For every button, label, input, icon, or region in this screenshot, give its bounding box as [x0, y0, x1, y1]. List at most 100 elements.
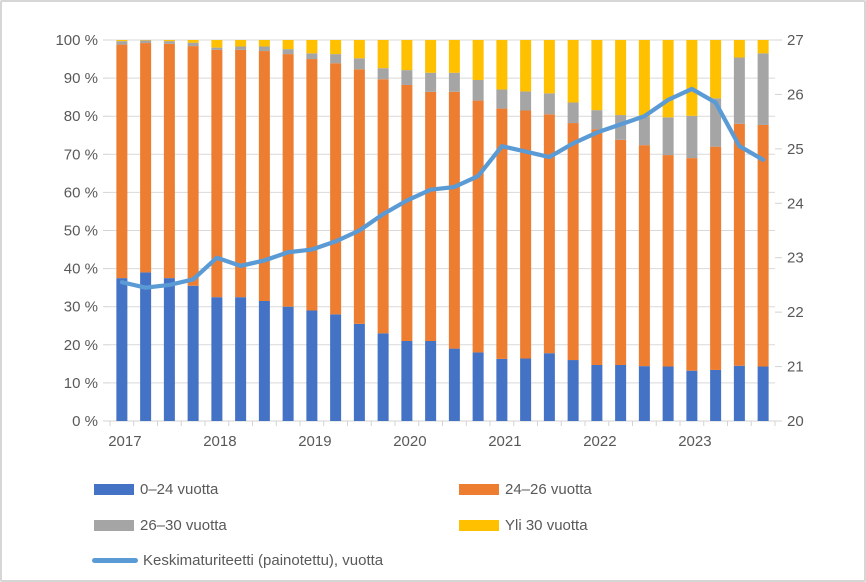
- bar-segment: [187, 42, 199, 47]
- bar-segment: [638, 116, 650, 146]
- bar-segment: [116, 41, 128, 45]
- bar-segment: [733, 365, 745, 421]
- bar-segment: [710, 40, 722, 99]
- bar-segment: [211, 49, 223, 298]
- left-axis-label: 0 %: [72, 413, 98, 430]
- bar-segment: [282, 306, 294, 421]
- bar-segment: [211, 297, 223, 421]
- legend-label-keskimaturiteetti: Keskimaturiteetti (painotettu), vuotta: [143, 551, 384, 569]
- bar-segment: [258, 40, 270, 47]
- left-axis-label: 60 %: [64, 184, 98, 201]
- bar-segment: [140, 43, 152, 273]
- bar-segment: [306, 53, 318, 60]
- bar-segment: [187, 285, 199, 421]
- left-axis-label: 90 %: [64, 70, 98, 87]
- bar-segment: [472, 100, 484, 353]
- x-axis-year-label: 2021: [488, 433, 521, 450]
- bar-segment: [591, 40, 603, 111]
- bar-segment: [401, 340, 413, 421]
- bar-segment: [163, 41, 175, 44]
- bar-segment: [615, 40, 627, 116]
- bar-segment: [187, 46, 199, 286]
- bar-segment: [520, 40, 532, 92]
- bar-segment: [448, 348, 460, 421]
- right-axis-label: 23: [787, 250, 804, 267]
- bar-segment: [353, 40, 365, 59]
- left-axis-label: 40 %: [64, 261, 98, 278]
- bar-segment: [401, 40, 413, 71]
- right-axis-label: 25: [787, 141, 804, 158]
- bar-segment: [425, 40, 437, 73]
- bar-segment: [377, 333, 389, 421]
- bar-segment: [591, 129, 603, 365]
- bar-segment: [638, 145, 650, 367]
- bar-segment: [330, 54, 342, 64]
- left-axis-label: 30 %: [64, 299, 98, 316]
- legend-swatch-keskimaturiteetti: [92, 557, 138, 563]
- bar-segment: [686, 115, 698, 159]
- bar-segment: [377, 79, 389, 334]
- bar-segment: [235, 297, 247, 421]
- bar-segment: [638, 366, 650, 421]
- bar-segment: [282, 40, 294, 50]
- right-axis-label: 22: [787, 304, 804, 321]
- bar-segment: [662, 366, 674, 421]
- legend-swatch-yli-30: [459, 519, 499, 531]
- bar-segment: [567, 102, 579, 124]
- bar-segment: [401, 84, 413, 341]
- bar-segment: [353, 323, 365, 421]
- bar-segment: [543, 93, 555, 115]
- right-axis-label: 27: [787, 32, 804, 49]
- gridlines: [110, 39, 775, 384]
- bar-segment: [330, 314, 342, 421]
- legend-label-26-30: 26–30 vuotta: [140, 516, 227, 534]
- left-axis-label: 80 %: [64, 108, 98, 125]
- bar-segment: [543, 353, 555, 421]
- legend-swatch-24-26: [459, 483, 499, 495]
- bar-segment: [116, 278, 128, 421]
- bar-segment: [235, 40, 247, 47]
- legend-swatch-0-24: [94, 483, 134, 495]
- bar-segment: [733, 123, 745, 366]
- x-axis-year-label: 2018: [203, 433, 236, 450]
- bar-segment: [353, 69, 365, 324]
- bar-segment: [496, 108, 508, 359]
- bar-segment: [187, 40, 199, 43]
- bar-segment: [733, 57, 745, 124]
- bar-segment: [733, 40, 745, 58]
- left-axis-label: 50 %: [64, 223, 98, 240]
- legend-item-26-30: 26–30 vuotta: [94, 516, 227, 534]
- bar-segment: [710, 146, 722, 370]
- bar-segment: [282, 54, 294, 307]
- bar-segment: [591, 110, 603, 130]
- bar-segment: [425, 340, 437, 421]
- bar-segment: [615, 364, 627, 421]
- bar-segment: [496, 40, 508, 90]
- bar-segment: [757, 366, 769, 421]
- bar-segment: [472, 80, 484, 101]
- bar-segment: [282, 49, 294, 55]
- legend-label-0-24: 0–24 vuotta: [140, 480, 219, 498]
- bar-segment: [258, 300, 270, 421]
- legend-item-keskimaturiteetti: Keskimaturiteetti (painotettu), vuotta: [92, 551, 384, 569]
- bar-segment: [425, 72, 437, 92]
- bar-segment: [235, 46, 247, 50]
- bar-segment: [211, 40, 223, 48]
- bar-segment: [615, 139, 627, 365]
- right-axis-label: 20: [787, 413, 804, 430]
- bar-segment: [520, 110, 532, 359]
- bar-segment: [116, 40, 128, 42]
- x-axis-year-label: 2022: [583, 433, 616, 450]
- axis-labels: 0 % 10 % 20 % 30 % 40 % 50 % 60 % 70 % 80 % 90 % 1…: [55, 32, 803, 450]
- bar-segment: [520, 91, 532, 111]
- bar-segment: [425, 91, 437, 341]
- bar-segment: [448, 91, 460, 349]
- bar-segment: [686, 40, 698, 116]
- bar-segment: [757, 53, 769, 125]
- stacked-bars: [116, 40, 769, 421]
- bar-segment: [591, 364, 603, 421]
- bar-segment: [520, 358, 532, 421]
- bar-segment: [306, 40, 318, 54]
- bar-segment: [472, 352, 484, 421]
- bar-segment: [330, 40, 342, 55]
